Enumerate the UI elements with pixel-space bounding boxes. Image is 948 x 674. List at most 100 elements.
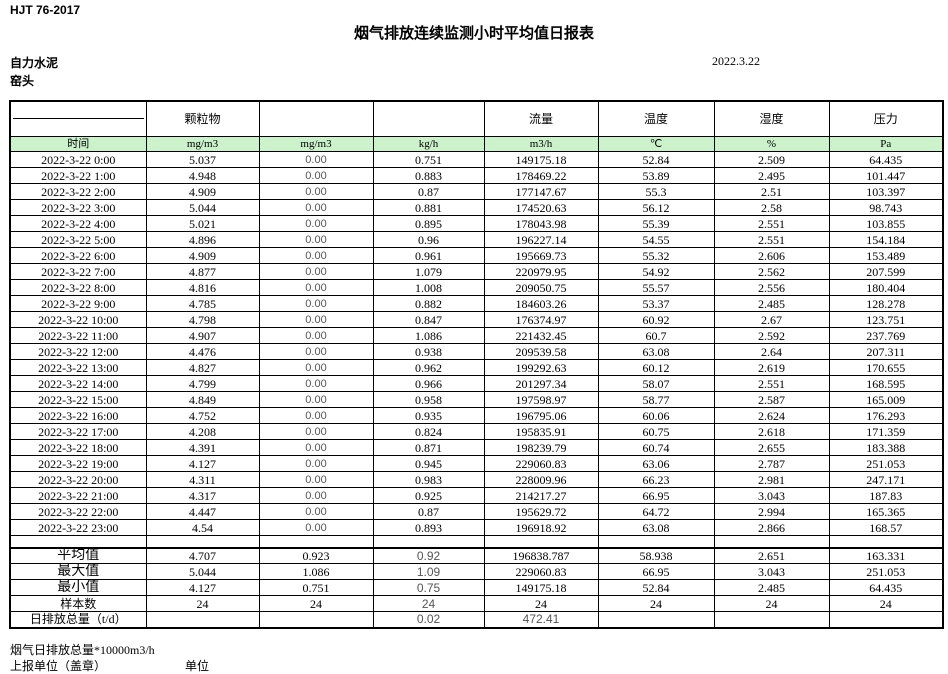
cell-value: 2.655 xyxy=(713,439,830,456)
cell-time: 2022-3-22 15:00 xyxy=(9,391,147,408)
cell-value: 101.447 xyxy=(828,167,944,184)
time-header-lower xyxy=(13,119,144,136)
summary-value: 1.09 xyxy=(372,563,485,580)
spacer-cell xyxy=(145,535,260,549)
cell-value: 0.935 xyxy=(372,407,485,424)
summary-value xyxy=(828,611,944,628)
cell-value: 0.895 xyxy=(372,215,485,232)
cell-value: 0.751 xyxy=(372,151,485,168)
cell-value: 0.00 xyxy=(258,263,374,280)
table-row: 2022-3-22 1:00 4.948 0.00 0.883 178469.22 53.… xyxy=(9,167,944,184)
cell-value: 0.00 xyxy=(258,327,374,344)
cell-value: 2.562 xyxy=(713,263,830,280)
cell-time: 2022-3-22 13:00 xyxy=(9,359,147,376)
cell-value: 0.00 xyxy=(258,295,374,312)
cell-value: 0.00 xyxy=(258,215,374,232)
cell-value: 4.798 xyxy=(145,311,260,328)
spacer-cell xyxy=(372,535,485,549)
cell-value: 4.907 xyxy=(145,327,260,344)
table-row: 2022-3-22 20:00 4.311 0.00 0.983 228009.96 66… xyxy=(9,471,944,488)
summary-value: 24 xyxy=(145,595,260,612)
cell-time: 2022-3-22 14:00 xyxy=(9,375,147,392)
cell-value: 4.54 xyxy=(145,519,260,536)
table-row: 2022-3-22 8:00 4.816 0.00 1.008 209050.75 55.… xyxy=(9,279,944,296)
cell-value: 53.89 xyxy=(597,167,715,184)
spacer-cell xyxy=(828,535,944,549)
cell-value: 4.877 xyxy=(145,263,260,280)
cell-value: 63.06 xyxy=(597,455,715,472)
time-header-split-cell xyxy=(9,100,147,137)
cell-time: 2022-3-22 20:00 xyxy=(9,471,147,488)
cell-value: 2.551 xyxy=(713,231,830,248)
cell-value: 0.00 xyxy=(258,503,374,520)
spacer-row xyxy=(9,535,944,549)
cell-value: 60.74 xyxy=(597,439,715,456)
summary-value: 5.044 xyxy=(145,563,260,580)
cell-value: 60.7 xyxy=(597,327,715,344)
cell-value: 98.743 xyxy=(828,199,944,216)
unit-header: mg/m3 xyxy=(145,136,260,152)
column-group-header xyxy=(372,100,485,137)
cell-value: 177147.67 xyxy=(483,183,599,200)
unit-header: % xyxy=(713,136,830,152)
table-row: 2022-3-22 5:00 4.896 0.00 0.96 196227.14 54.5… xyxy=(9,231,944,248)
summary-label: 样本数 xyxy=(9,595,147,612)
table-row: 2022-3-22 23:00 4.54 0.00 0.893 196918.92 63.… xyxy=(9,519,944,536)
cell-value: 0.00 xyxy=(258,423,374,440)
table-row: 2022-3-22 3:00 5.044 0.00 0.881 174520.63 56.… xyxy=(9,199,944,216)
cell-value: 4.896 xyxy=(145,231,260,248)
cell-value: 2.551 xyxy=(713,375,830,392)
spacer-cell xyxy=(9,535,147,549)
cell-value: 2.58 xyxy=(713,199,830,216)
summary-value: 3.043 xyxy=(713,563,830,580)
cell-value: 55.3 xyxy=(597,183,715,200)
cell-value: 178469.22 xyxy=(483,167,599,184)
summary-label: 最小值 xyxy=(9,579,147,596)
summary-value: 2.651 xyxy=(713,547,830,564)
cell-value: 214217.27 xyxy=(483,487,599,504)
cell-value: 209539.58 xyxy=(483,343,599,360)
time-column-header: 时间 xyxy=(9,136,147,152)
cell-time: 2022-3-22 23:00 xyxy=(9,519,147,536)
cell-value: 2.618 xyxy=(713,423,830,440)
cell-value: 2.606 xyxy=(713,247,830,264)
cell-value: 4.447 xyxy=(145,503,260,520)
cell-value: 2.587 xyxy=(713,391,830,408)
summary-value xyxy=(713,611,830,628)
table-row: 2022-3-22 22:00 4.447 0.00 0.87 195629.72 64.… xyxy=(9,503,944,520)
cell-value: 2.994 xyxy=(713,503,830,520)
summary-value: 24 xyxy=(713,595,830,612)
column-group-header: 湿度 xyxy=(713,100,830,137)
cell-value: 180.404 xyxy=(828,279,944,296)
cell-time: 2022-3-22 2:00 xyxy=(9,183,147,200)
cell-value: 0.962 xyxy=(372,359,485,376)
cell-value: 1.079 xyxy=(372,263,485,280)
cell-value: 199292.63 xyxy=(483,359,599,376)
cell-value: 2.509 xyxy=(713,151,830,168)
cell-value: 0.00 xyxy=(258,439,374,456)
cell-value: 0.00 xyxy=(258,343,374,360)
table-row: 2022-3-22 4:00 5.021 0.00 0.895 178043.98 55.… xyxy=(9,215,944,232)
table-row: 2022-3-22 10:00 4.798 0.00 0.847 176374.97 60… xyxy=(9,311,944,328)
cell-value: 170.655 xyxy=(828,359,944,376)
table-row: 2022-3-22 21:00 4.317 0.00 0.925 214217.27 66… xyxy=(9,487,944,504)
cell-value: 195835.91 xyxy=(483,423,599,440)
cell-value: 66.95 xyxy=(597,487,715,504)
summary-value: 52.84 xyxy=(597,579,715,596)
summary-row: 最大值 5.044 1.086 1.09 229060.83 66.95 3.043 251.… xyxy=(9,563,944,580)
summary-row: 平均值 4.707 0.923 0.92 196838.787 58.938 2.651 16… xyxy=(9,547,944,564)
table-row: 2022-3-22 15:00 4.849 0.00 0.958 197598.97 58… xyxy=(9,391,944,408)
cell-value: 60.92 xyxy=(597,311,715,328)
cell-value: 2.67 xyxy=(713,311,830,328)
cell-time: 2022-3-22 18:00 xyxy=(9,439,147,456)
cell-time: 2022-3-22 0:00 xyxy=(9,151,147,168)
cell-value: 103.855 xyxy=(828,215,944,232)
group-header-row: 颗粒物 流量 温度 湿度 压力 xyxy=(9,100,944,137)
cell-value: 0.00 xyxy=(258,471,374,488)
cell-value: 198239.79 xyxy=(483,439,599,456)
cell-value: 4.752 xyxy=(145,407,260,424)
cell-value: 201297.34 xyxy=(483,375,599,392)
summary-value: 4.127 xyxy=(145,579,260,596)
cell-time: 2022-3-22 16:00 xyxy=(9,407,147,424)
cell-value: 2.495 xyxy=(713,167,830,184)
